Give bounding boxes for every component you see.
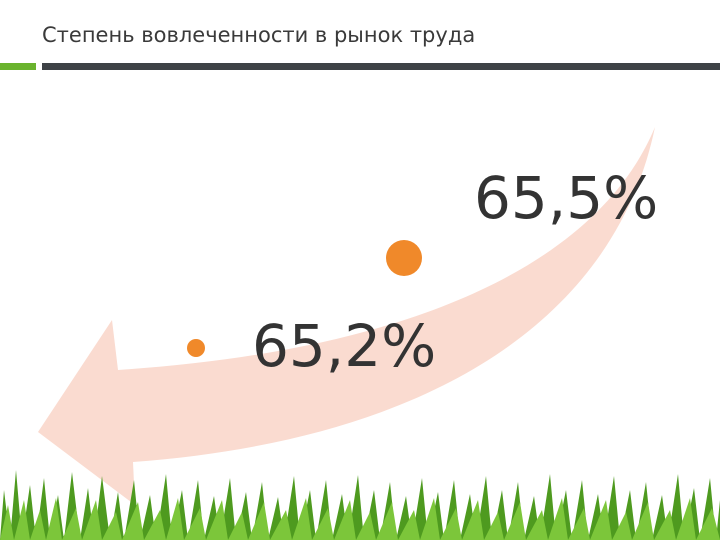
trend-arrow	[38, 127, 655, 505]
header-rule	[42, 63, 720, 70]
grass	[0, 498, 720, 540]
value-label: 65,5%	[474, 164, 658, 232]
value-label: 65,2%	[252, 312, 436, 380]
bullet	[386, 240, 422, 276]
accent-bar	[0, 63, 36, 70]
slide-title: Степень вовлеченности в рынок труда	[42, 23, 475, 47]
bullet	[187, 339, 205, 357]
